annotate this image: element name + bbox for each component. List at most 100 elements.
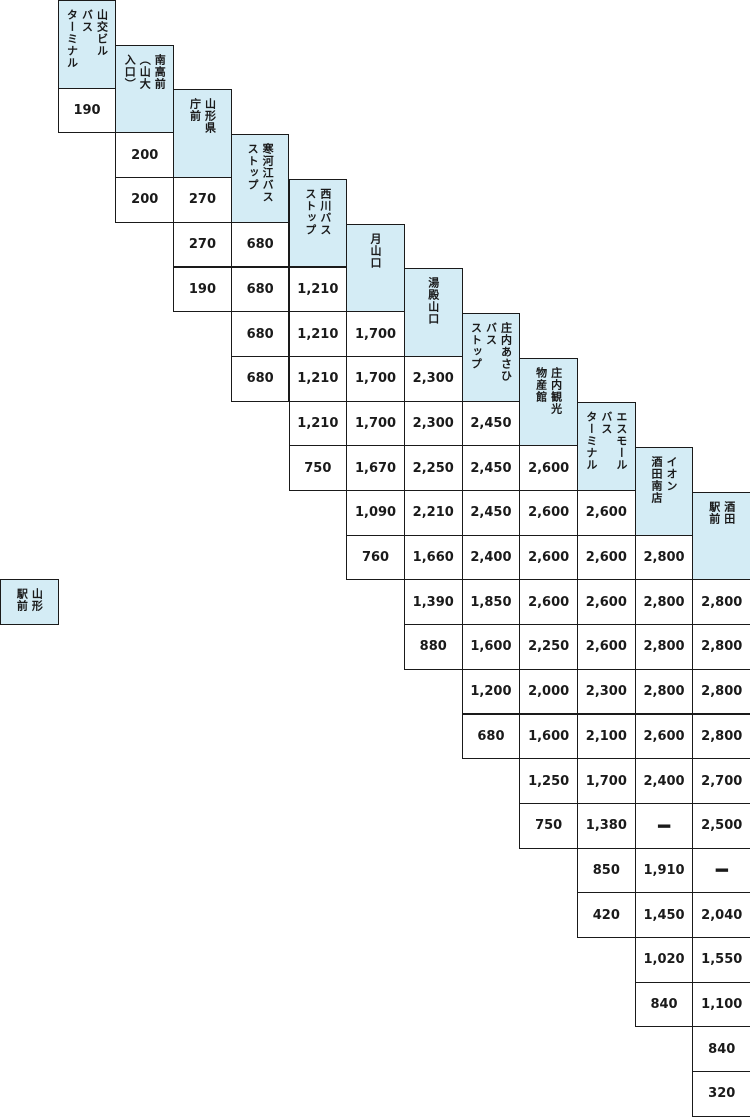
fare-cell: 2,040: [692, 892, 750, 938]
fare-cell: 2,600: [519, 445, 578, 491]
fare-cell: 1,210: [288, 400, 348, 447]
station-name-line: 月山口: [369, 232, 383, 269]
fare-cell: 200: [115, 177, 175, 223]
station-header: 寒河江バス ストップ: [230, 134, 290, 223]
fare-cell: 2,450: [461, 445, 521, 491]
fare-cell: 680: [230, 266, 290, 313]
fare-cell: 1,850: [461, 579, 521, 626]
fare-cell: 2,600: [634, 713, 694, 760]
station-header: 酒田 駅前: [692, 491, 750, 581]
station-name-line: 湯殿山口: [426, 277, 440, 326]
station-header: 庄内あさひ バス ストップ: [461, 312, 521, 402]
station-name-line: 山交ビル: [95, 9, 109, 57]
station-header: 庄内観光 物産館: [519, 357, 578, 447]
fare-cell: 270: [173, 221, 232, 268]
fare-cell: 2,600: [519, 490, 578, 536]
fare-cell: 2,800: [634, 668, 694, 715]
station-name-line: バス: [599, 411, 613, 436]
fare-cell: 2,800: [634, 534, 694, 581]
fare-cell: 2,450: [461, 400, 521, 447]
fare-cell: 2,800: [692, 579, 750, 626]
fare-cell: 750: [519, 802, 578, 849]
station-header: 月山口: [346, 223, 405, 313]
fare-cell: 1,210: [288, 311, 348, 357]
fare-cell: 680: [230, 311, 290, 357]
fare-cell: 2,600: [519, 534, 578, 581]
station-name-line: 庁前: [188, 98, 202, 123]
fare-cell: 760: [346, 534, 405, 581]
fare-cell: 1,700: [346, 311, 405, 357]
fare-cell: 2,600: [577, 490, 636, 536]
fare-cell: 2,600: [577, 624, 636, 670]
fare-cell: 1,700: [346, 400, 405, 447]
station-name-line: 酒田南店: [650, 456, 664, 504]
station-name-line: ストップ: [246, 143, 260, 192]
station-name-line: ストップ: [469, 321, 483, 370]
fare-cell: 1,020: [634, 937, 694, 983]
fare-cell: ━: [692, 847, 750, 894]
fare-cell: 1,550: [692, 937, 750, 983]
fare-cell: 1,700: [346, 355, 405, 402]
fare-cell: 320: [692, 1071, 750, 1117]
fare-cell: ━: [634, 802, 694, 849]
station-name-line: 酒田: [722, 500, 736, 525]
fare-cell: 190: [57, 87, 117, 134]
fare-cell: 850: [577, 847, 636, 894]
fare-cell: 1,700: [577, 758, 636, 804]
station-header: エスモール バス ターミナル: [577, 402, 636, 491]
station-name-line: 入口）: [123, 53, 137, 90]
fare-cell: 1,600: [519, 713, 578, 760]
station-header: 山形県 庁前: [173, 89, 232, 179]
station-name-line: 庄内あさひ: [499, 321, 513, 382]
station-name-line: イオン: [665, 456, 679, 492]
station-name-line: 物産館: [534, 366, 548, 403]
station-name-line: 寒河江バス: [261, 143, 275, 204]
fare-cell: 270: [173, 177, 232, 223]
fare-cell: 2,700: [692, 758, 750, 804]
fare-cell: 190: [173, 266, 232, 313]
station-name-line: バス: [484, 321, 498, 346]
fare-cell: 2,600: [519, 579, 578, 626]
fare-cell: 1,450: [634, 892, 694, 938]
fare-cell: 680: [461, 713, 521, 760]
fare-cell: 1,910: [634, 847, 694, 894]
fare-cell: 1,660: [403, 534, 463, 581]
fare-cell: 2,400: [634, 758, 694, 804]
fare-cell: 1,090: [346, 490, 405, 536]
fare-cell: 200: [115, 132, 175, 179]
fare-cell: 750: [288, 445, 348, 491]
station-name-line: エスモール: [614, 411, 628, 472]
fare-cell: 840: [692, 1026, 750, 1073]
fare-cell: 1,380: [577, 802, 636, 849]
fare-cell: 680: [230, 221, 290, 268]
station-name-line: バス: [80, 9, 94, 33]
fare-cell: 2,800: [692, 713, 750, 760]
station-name-line: 庄内観光: [549, 366, 563, 415]
fare-cell: 2,400: [461, 534, 521, 581]
fare-cell: 2,100: [577, 713, 636, 760]
station-header: 山交ビル バス ターミナル: [57, 0, 117, 89]
fare-cell: 2,250: [403, 445, 463, 491]
fare-cell: 1,250: [519, 758, 578, 804]
fare-cell: 2,800: [634, 624, 694, 670]
fare-cell: 840: [634, 981, 694, 1028]
fare-cell: 2,210: [403, 490, 463, 536]
fare-cell: 1,390: [403, 579, 463, 626]
fare-cell: 2,800: [692, 624, 750, 670]
fare-cell: 2,800: [634, 579, 694, 626]
station-name-line: （山大: [138, 53, 152, 90]
fare-cell: 2,000: [519, 668, 578, 715]
fare-cell: 1,670: [346, 445, 405, 491]
fare-cell: 2,500: [692, 802, 750, 849]
fare-cell: 680: [230, 355, 290, 402]
fare-cell: 2,600: [577, 579, 636, 626]
station-name-line: 西川バス: [318, 187, 332, 236]
station-header: 南高前 （山大 入口）: [115, 44, 175, 134]
station-header: 湯殿山口: [403, 268, 463, 357]
fare-cell: 1,200: [461, 668, 521, 715]
fare-cell: 2,250: [519, 624, 578, 670]
fare-cell: 1,210: [288, 355, 348, 402]
station-name-line: ストップ: [303, 187, 317, 236]
fare-cell: 2,300: [577, 668, 636, 715]
